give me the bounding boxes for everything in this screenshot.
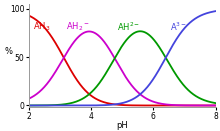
X-axis label: pH: pH — [116, 121, 128, 130]
Text: AH$_2$$^-$: AH$_2$$^-$ — [66, 20, 90, 33]
Text: A$^{3-}$: A$^{3-}$ — [170, 20, 187, 33]
Text: AH$^{2-}$: AH$^{2-}$ — [117, 20, 141, 33]
Y-axis label: %: % — [5, 47, 13, 56]
Text: AH$_3$: AH$_3$ — [33, 20, 51, 33]
